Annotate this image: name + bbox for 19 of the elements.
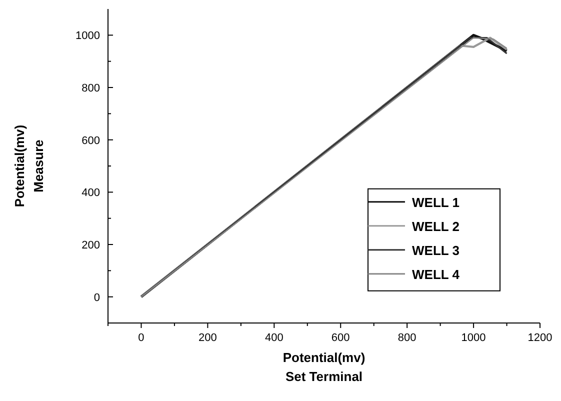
x-tick-label: 800 (398, 332, 416, 344)
y-tick-label: 0 (94, 292, 100, 304)
y-tick-label: 400 (82, 187, 100, 200)
x-tick-label: 200 (198, 332, 217, 344)
x-tick-label: 1000 (461, 332, 486, 344)
y-tick-label: 1000 (76, 30, 100, 42)
x-tick-label: 1200 (528, 332, 552, 344)
x-tick-label: 400 (264, 332, 284, 344)
legend-label: WELL 1 (412, 194, 460, 210)
y-tick-label: 800 (82, 82, 100, 94)
x-axis-title: Potential(mv) Set Terminal (282, 350, 366, 384)
x-tick-label: 600 (331, 332, 350, 344)
y-axis-title: Potential(mv) Measure (12, 124, 46, 208)
y-tick-label: 600 (82, 134, 100, 147)
y-tick-label: 200 (82, 240, 100, 252)
x-tick-label: 0 (138, 332, 144, 344)
legend-label: WELL 3 (412, 242, 460, 258)
legend-label: WELL 4 (412, 266, 460, 282)
legend-label: WELL 2 (412, 218, 460, 234)
